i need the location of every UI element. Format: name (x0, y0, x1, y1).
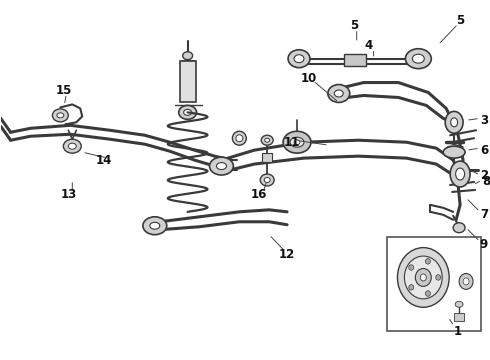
Ellipse shape (409, 285, 414, 290)
Ellipse shape (397, 248, 449, 307)
Text: 7: 7 (480, 208, 488, 221)
Ellipse shape (455, 301, 463, 307)
Ellipse shape (451, 118, 458, 127)
Text: 5: 5 (456, 14, 464, 27)
Ellipse shape (413, 54, 424, 63)
Ellipse shape (290, 137, 304, 147)
Ellipse shape (217, 163, 226, 170)
Ellipse shape (143, 217, 167, 235)
Ellipse shape (425, 258, 430, 264)
Text: 8: 8 (482, 175, 490, 189)
Text: 6: 6 (480, 144, 488, 157)
Text: 10: 10 (301, 72, 317, 85)
Ellipse shape (52, 109, 68, 122)
Bar (454, 313, 464, 321)
Ellipse shape (150, 222, 160, 229)
Ellipse shape (459, 274, 473, 289)
Text: 1: 1 (454, 325, 462, 338)
Text: 9: 9 (480, 238, 488, 251)
Ellipse shape (294, 140, 300, 145)
Ellipse shape (68, 143, 76, 149)
Bar (180, 61, 196, 103)
Ellipse shape (450, 161, 470, 187)
Ellipse shape (334, 90, 343, 97)
Ellipse shape (436, 275, 441, 280)
Text: 14: 14 (96, 154, 112, 167)
Ellipse shape (294, 55, 304, 63)
Text: 3: 3 (480, 114, 488, 127)
Ellipse shape (265, 138, 270, 142)
Ellipse shape (420, 274, 426, 281)
Text: 2: 2 (480, 168, 488, 181)
Bar (262, 153, 272, 162)
Ellipse shape (184, 109, 192, 115)
Ellipse shape (288, 50, 310, 68)
Ellipse shape (264, 177, 270, 183)
Ellipse shape (63, 139, 81, 153)
Ellipse shape (456, 168, 465, 180)
Ellipse shape (179, 105, 196, 120)
Ellipse shape (328, 85, 350, 103)
Ellipse shape (445, 111, 463, 133)
Text: 5: 5 (349, 19, 358, 32)
Ellipse shape (463, 278, 469, 285)
Text: 13: 13 (60, 188, 76, 201)
Text: 12: 12 (279, 248, 295, 261)
Ellipse shape (425, 291, 430, 296)
Text: 16: 16 (251, 188, 268, 201)
Ellipse shape (261, 135, 273, 145)
Ellipse shape (232, 131, 246, 145)
Ellipse shape (260, 174, 274, 186)
Text: 11: 11 (284, 136, 300, 149)
Ellipse shape (283, 131, 311, 153)
Ellipse shape (57, 113, 64, 118)
Ellipse shape (416, 269, 431, 287)
Text: 15: 15 (56, 84, 73, 97)
Ellipse shape (236, 135, 243, 142)
Ellipse shape (183, 52, 193, 60)
Ellipse shape (453, 223, 465, 233)
Text: 4: 4 (365, 39, 373, 52)
Ellipse shape (405, 49, 431, 69)
Bar (344, 54, 366, 66)
Bar (387, 237, 481, 331)
Ellipse shape (404, 256, 442, 299)
Ellipse shape (443, 146, 465, 158)
Ellipse shape (210, 157, 233, 175)
Ellipse shape (409, 265, 414, 270)
